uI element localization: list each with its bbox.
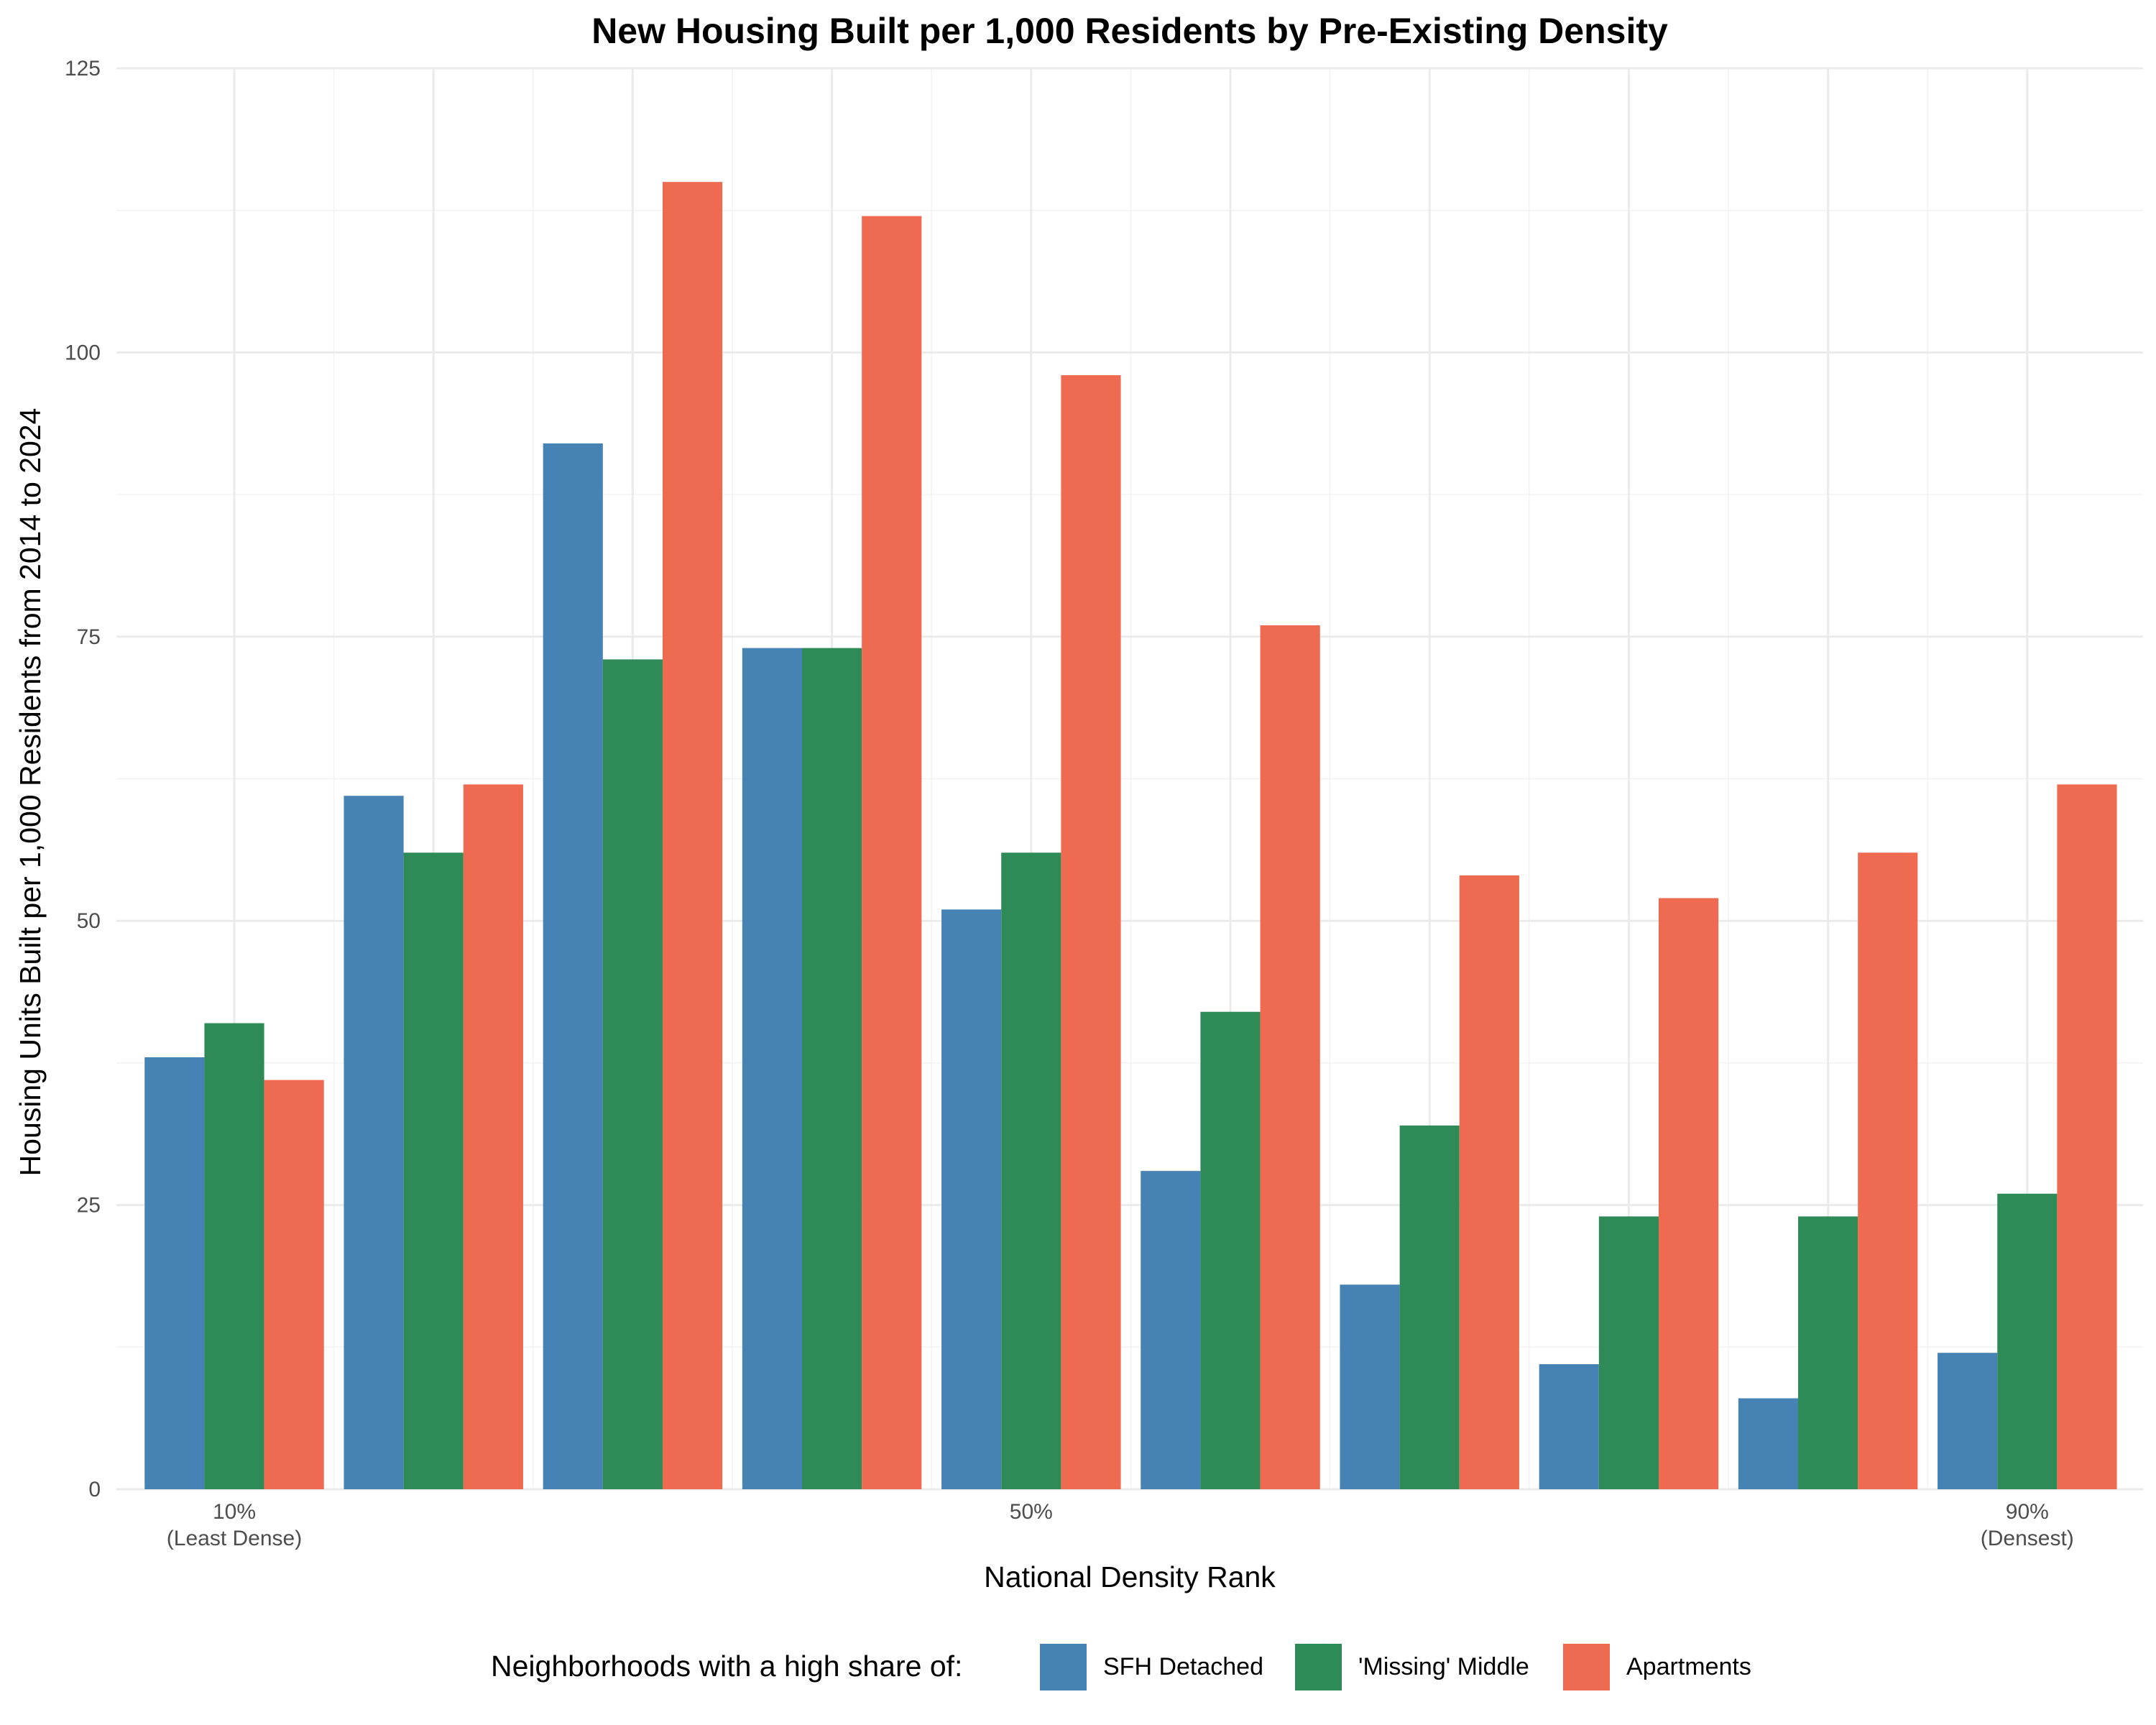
x-axis-ticks: 10% (Least Dense) 50% 90% (Densest) [167, 1500, 2074, 1550]
bar-apartments [862, 216, 922, 1489]
y-tick-label: 25 [77, 1194, 101, 1218]
y-tick-label: 100 [65, 341, 101, 364]
legend-title: Neighborhoods with a high share of: [491, 1650, 962, 1683]
grid-minor [116, 68, 2143, 1489]
y-tick-label: 125 [65, 57, 101, 80]
bar-missing-middle [602, 659, 663, 1489]
x-axis-title: National Density Rank [984, 1560, 1276, 1593]
bar-sfh-detached [1938, 1353, 1998, 1489]
bar-missing-middle [1997, 1193, 2058, 1489]
bar-missing-middle [1798, 1216, 1858, 1489]
legend-label: SFH Detached [1103, 1653, 1263, 1680]
bar-missing-middle [802, 648, 862, 1490]
bar-sfh-detached [1539, 1364, 1599, 1489]
bar-sfh-detached [543, 443, 603, 1489]
legend-label: 'Missing' Middle [1358, 1653, 1529, 1680]
bar-sfh-detached [742, 648, 803, 1490]
x-tick-label: 90% [2006, 1500, 2049, 1524]
y-tick-label: 75 [77, 625, 101, 649]
bar-missing-middle [1598, 1216, 1659, 1489]
chart-title: New Housing Built per 1,000 Residents by… [591, 11, 1668, 51]
bar-apartments [1858, 852, 1918, 1489]
legend-key [1563, 1644, 1610, 1690]
y-tick-label: 0 [88, 1478, 101, 1501]
y-tick-label: 50 [77, 909, 101, 933]
bar-apartments [2057, 784, 2117, 1489]
x-tick-label-sub: (Least Dense) [167, 1527, 302, 1550]
bar-missing-middle [1399, 1125, 1460, 1489]
bar-apartments [1061, 375, 1121, 1489]
y-axis-title: Housing Units Built per 1,000 Residents … [14, 408, 47, 1177]
bar-apartments [662, 182, 723, 1489]
bar-missing-middle [403, 852, 464, 1489]
bar-apartments [264, 1080, 324, 1489]
legend-key [1040, 1644, 1087, 1690]
x-tick-label: 10% [213, 1500, 256, 1524]
legend-label: Apartments [1626, 1653, 1751, 1680]
bars [144, 182, 2117, 1490]
y-axis-ticks: 0 25 50 75 100 125 [65, 57, 101, 1501]
legend: Neighborhoods with a high share of: SFH … [491, 1644, 1751, 1690]
bar-sfh-detached [1340, 1284, 1400, 1489]
bar-apartments [463, 784, 523, 1489]
legend-key [1295, 1644, 1342, 1690]
bar-apartments [1658, 898, 1719, 1489]
bar-sfh-detached [1738, 1398, 1799, 1489]
bar-missing-middle [204, 1023, 264, 1489]
plot-area [116, 67, 2143, 1491]
bar-missing-middle [1200, 1011, 1261, 1489]
bar-apartments [1459, 875, 1519, 1489]
bar-sfh-detached [144, 1057, 205, 1489]
bar-sfh-detached [1141, 1171, 1201, 1489]
bar-sfh-detached [344, 796, 404, 1489]
x-tick-label: 50% [1010, 1500, 1053, 1524]
bar-apartments [1260, 625, 1320, 1489]
bar-sfh-detached [941, 909, 1002, 1489]
x-tick-label-sub: (Densest) [1981, 1527, 2074, 1550]
bar-missing-middle [1001, 852, 1061, 1489]
